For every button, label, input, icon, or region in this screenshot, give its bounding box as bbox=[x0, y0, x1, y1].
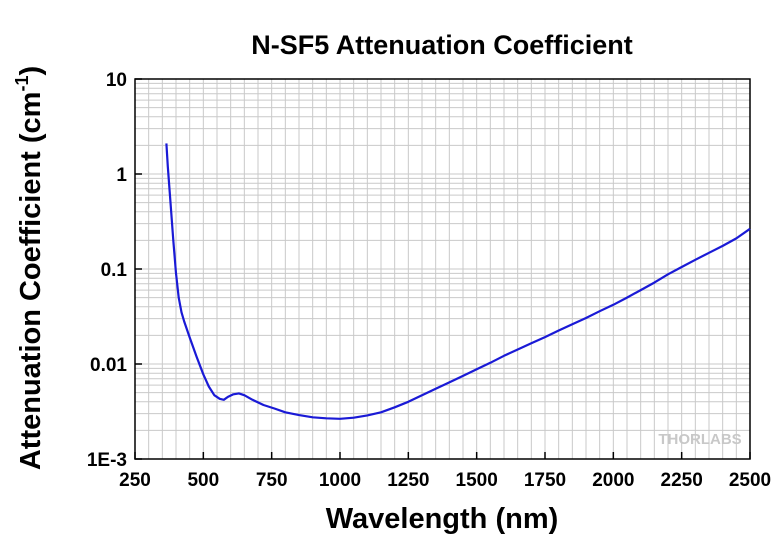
x-axis-label: Wavelength (nm) bbox=[326, 503, 559, 535]
x-tick-label: 500 bbox=[187, 470, 219, 491]
y-axis-label-main: Attenuation Coefficient (cm bbox=[15, 92, 47, 471]
y-axis-label-superscript: -1 bbox=[12, 76, 32, 92]
y-tick-labels: 1E-3 0.01 0.1 1 10 bbox=[87, 70, 128, 471]
y-tick-label: 0.1 bbox=[101, 260, 128, 281]
attenuation-series-line bbox=[165, 143, 751, 420]
x-tick-label: 250 bbox=[119, 470, 151, 491]
x-tick-labels: 250 500 750 1000 1250 1500 1750 2000 2250 2500 bbox=[119, 470, 771, 491]
grid-lines bbox=[135, 79, 750, 459]
x-tick-label: 2500 bbox=[729, 470, 771, 491]
y-tick-label: 1 bbox=[116, 165, 127, 186]
chart-title: N-SF5 Attenuation Coefficient bbox=[251, 30, 633, 60]
x-tick-label: 1000 bbox=[319, 470, 361, 491]
x-tick-label: 2250 bbox=[661, 470, 703, 491]
y-axis-label: Attenuation Coefficient (cm-1) bbox=[12, 66, 47, 470]
x-tick-label: 750 bbox=[256, 470, 288, 491]
x-tick-label: 1500 bbox=[456, 470, 498, 491]
x-tick-label: 1750 bbox=[524, 470, 566, 491]
axis-ticks bbox=[134, 78, 751, 460]
y-tick-label: 10 bbox=[106, 70, 127, 91]
y-tick-label: 1E-3 bbox=[87, 450, 127, 471]
y-axis-label-close: ) bbox=[15, 66, 47, 76]
y-tick-label: 0.01 bbox=[90, 355, 127, 376]
x-tick-label: 1250 bbox=[387, 470, 429, 491]
x-tick-label: 2000 bbox=[592, 470, 634, 491]
thorlabs-watermark: THORLABS bbox=[658, 431, 741, 448]
